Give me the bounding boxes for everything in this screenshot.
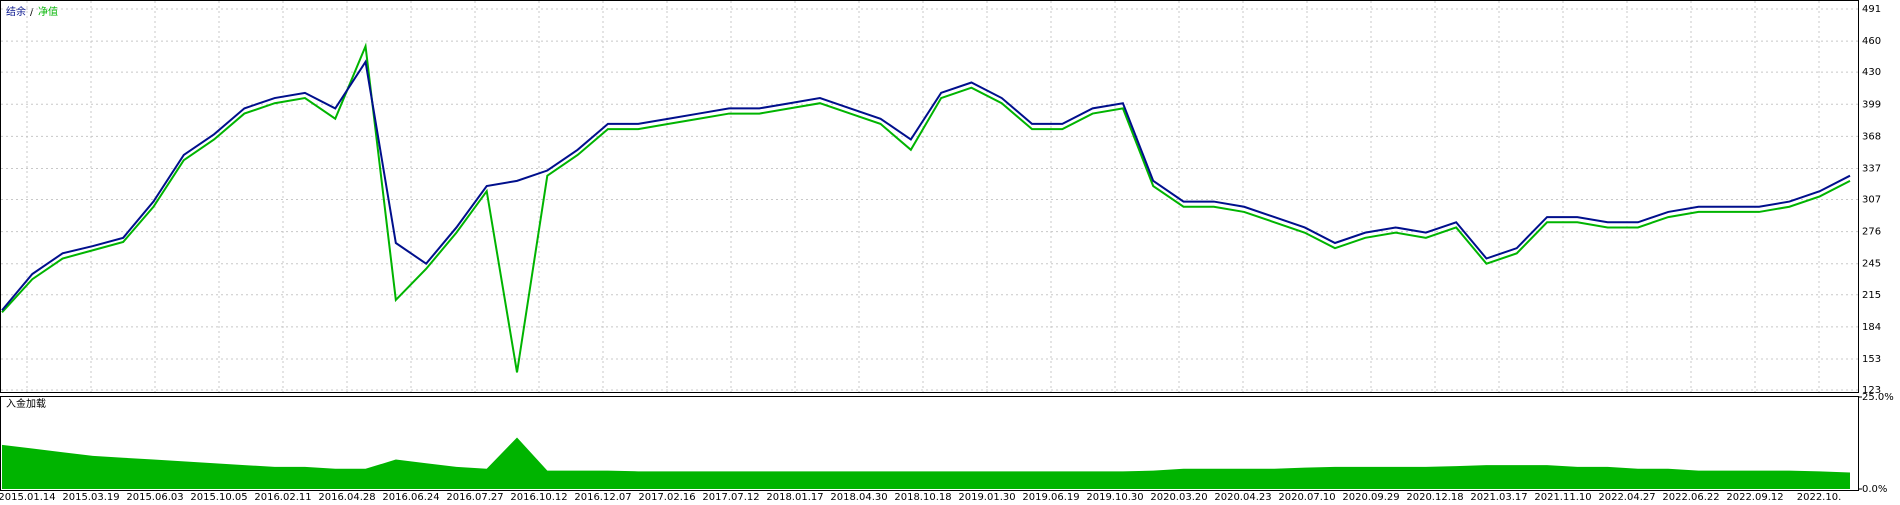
- load-frame: [0, 396, 1859, 491]
- y-tick-label: 368: [1862, 131, 1881, 142]
- x-tick-label: 2019.06.19: [1022, 492, 1079, 503]
- x-tick-label: 2017.07.12: [702, 492, 759, 503]
- x-tick-label: 2016.07.27: [446, 492, 503, 503]
- x-tick-label: 2017.02.16: [638, 492, 695, 503]
- x-tick-label: 2020.04.23: [1214, 492, 1271, 503]
- series-line: [1, 59, 1851, 311]
- load-tick-label: 25.0%: [1862, 392, 1894, 403]
- x-tick-label: 2020.12.18: [1406, 492, 1463, 503]
- y-tick-label: 215: [1862, 290, 1881, 301]
- x-tick-label: 2016.12.07: [574, 492, 631, 503]
- y-tick-label: 276: [1862, 227, 1881, 238]
- legend-balance: 结余: [6, 5, 26, 18]
- x-tick-label: 2019.01.30: [958, 492, 1015, 503]
- y-tick-label: 337: [1862, 163, 1881, 174]
- x-tick-label: 2022.10.: [1797, 492, 1842, 503]
- legend-sep: /: [30, 7, 34, 18]
- x-tick-label: 2016.06.24: [382, 492, 439, 503]
- x-tick-label: 2022.06.22: [1662, 492, 1719, 503]
- x-tick-label: 2015.01.14: [0, 492, 56, 503]
- x-tick-label: 2020.03.20: [1150, 492, 1207, 503]
- load-area: [2, 437, 1850, 489]
- x-tick-label: 2021.03.17: [1470, 492, 1527, 503]
- x-tick-label: 2016.02.11: [254, 492, 311, 503]
- x-tick-label: 2015.10.05: [190, 492, 247, 503]
- x-tick-label: 2020.09.29: [1342, 492, 1399, 503]
- x-tick-label: 2018.10.18: [894, 492, 951, 503]
- load-title: 入金加载: [6, 397, 46, 410]
- y-tick-label: 430: [1862, 67, 1881, 78]
- y-tick-label: 123: [1862, 385, 1881, 396]
- x-tick-label: 2018.04.30: [830, 492, 887, 503]
- x-tick-label: 2016.10.12: [510, 492, 567, 503]
- x-tick-label: 2021.11.10: [1534, 492, 1591, 503]
- x-tick-label: 2015.03.19: [62, 492, 119, 503]
- x-tick-label: 2018.01.17: [766, 492, 823, 503]
- y-tick-label: 307: [1862, 195, 1881, 206]
- legend-equity: 净值: [38, 5, 58, 18]
- y-tick-label: 184: [1862, 322, 1881, 333]
- y-tick-label: 399: [1862, 99, 1881, 110]
- x-tick-label: 2015.06.03: [126, 492, 183, 503]
- load-tick-label: 0.0%: [1862, 484, 1887, 495]
- x-tick-label: 2016.04.28: [318, 492, 375, 503]
- y-tick-label: 245: [1862, 259, 1881, 270]
- x-tick-label: 2020.07.10: [1278, 492, 1335, 503]
- y-tick-label: 153: [1862, 354, 1881, 365]
- x-tick-label: 2019.10.30: [1086, 492, 1143, 503]
- y-tick-label: 460: [1862, 36, 1881, 47]
- y-tick-label: 491: [1862, 4, 1881, 15]
- x-tick-label: 2022.04.27: [1598, 492, 1655, 503]
- main-frame: [0, 0, 1859, 393]
- x-tick-label: 2022.09.12: [1726, 492, 1783, 503]
- series-line: [1, 42, 1851, 373]
